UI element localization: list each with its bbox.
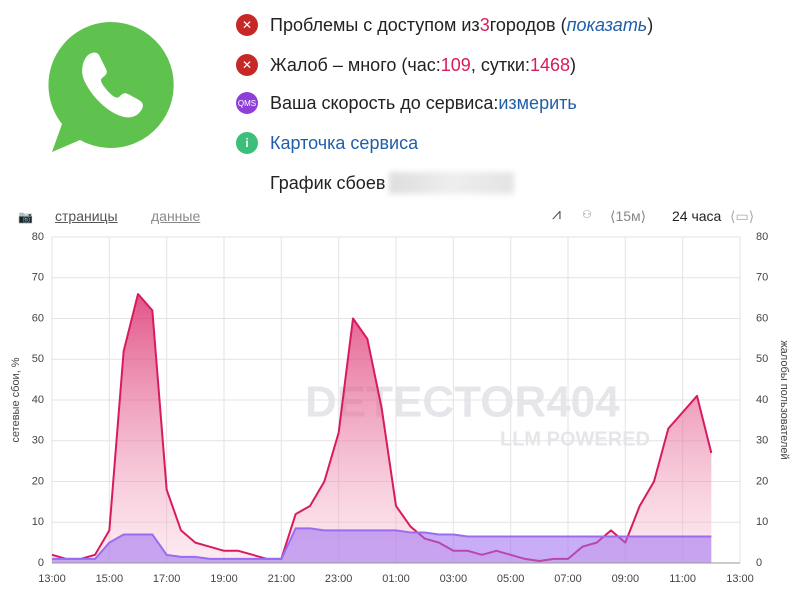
show-link[interactable]: показать xyxy=(566,14,648,35)
interval-label: 15м xyxy=(615,208,641,224)
text: Жалоб – много (час: xyxy=(270,54,441,75)
y2-tick-label: 20 xyxy=(756,475,768,487)
y-tick-label: 10 xyxy=(32,516,44,528)
text: ) xyxy=(570,54,577,75)
qms-icon: QMS xyxy=(236,92,258,114)
x-tick-label: 17:00 xyxy=(153,573,181,585)
y-tick-label: 60 xyxy=(32,312,44,324)
y-axis-label: сетевые сбои, % xyxy=(10,357,22,442)
x-tick-label: 19:00 xyxy=(210,573,238,585)
status-line: QMS Ваша скорость до сервиса: измерить xyxy=(236,92,577,114)
area-fill xyxy=(52,294,712,563)
x-tick-label: 23:00 xyxy=(325,573,353,585)
tab[interactable]: данные xyxy=(151,208,201,224)
status-line: ✕ Жалоб – много (час: 109, сутки: 1468) xyxy=(236,54,576,76)
status-line: ✕ Проблемы с доступом из 3 городов (пока… xyxy=(236,14,653,36)
user-icon[interactable]: ⚇ xyxy=(582,209,592,221)
error-icon: ✕ xyxy=(236,54,258,76)
y2-tick-label: 30 xyxy=(756,435,768,447)
y2-tick-label: 50 xyxy=(756,353,768,365)
x-tick-label: 15:00 xyxy=(96,573,124,585)
text: Ваша скорость до сервиса: xyxy=(270,92,499,113)
y2-tick-label: 80 xyxy=(756,231,768,243)
x-tick-label: 07:00 xyxy=(554,573,582,585)
y2-tick-label: 10 xyxy=(756,516,768,528)
text: Проблемы с доступом из xyxy=(270,14,480,35)
chart: DETECTOR404 LLM POWERED сетевые сбои, % … xyxy=(10,231,790,585)
text: ) xyxy=(647,14,654,35)
interval[interactable]: ⟨15м⟩ xyxy=(610,208,647,224)
x-tick-label: 11:00 xyxy=(669,573,696,585)
blurred-name xyxy=(389,172,515,194)
y-tick-label: 20 xyxy=(32,475,44,487)
y2-axis-label: жалобы пользователей xyxy=(778,340,790,459)
error-icon: ✕ xyxy=(236,14,258,36)
x-tick-label: 21:00 xyxy=(268,573,296,585)
chart-heading: График сбоев xyxy=(270,172,515,194)
camera-icon[interactable]: 📷 xyxy=(18,210,33,224)
watermark: LLM POWERED xyxy=(500,428,650,450)
service-card-link[interactable]: Карточка сервиса xyxy=(270,132,419,153)
y2-tick-label: 60 xyxy=(756,312,768,324)
y2-tick-label: 0 xyxy=(756,557,762,569)
whatsapp-logo xyxy=(48,21,174,153)
status-line: i Карточка сервиса xyxy=(236,132,418,154)
x-tick-label: 09:00 xyxy=(612,573,640,585)
y-tick-label: 30 xyxy=(32,435,44,447)
y-tick-label: 0 xyxy=(38,557,44,569)
y2-tick-label: 40 xyxy=(756,394,768,406)
y-tick-label: 40 xyxy=(32,394,44,406)
y-tick-label: 80 xyxy=(32,231,44,243)
x-tick-label: 05:00 xyxy=(497,573,525,585)
count: 3 xyxy=(479,14,490,35)
x-tick-label: 13:00 xyxy=(38,573,66,585)
text: , сутки: xyxy=(470,54,530,75)
x-tick-label: 03:00 xyxy=(440,573,468,585)
text: График сбоев xyxy=(270,172,386,193)
tab[interactable]: страницы xyxy=(55,208,118,224)
range[interactable]: 24 часа xyxy=(672,208,722,224)
info-icon: i xyxy=(236,132,258,154)
hour-count: 109 xyxy=(440,54,471,75)
text: городов ( xyxy=(489,14,567,35)
date-nav[interactable]: ⟨▭⟩ xyxy=(730,208,755,224)
y-tick-label: 70 xyxy=(32,272,44,284)
area-icon[interactable]: ⩘ xyxy=(552,206,562,223)
series-line xyxy=(52,527,712,560)
day-count: 1468 xyxy=(530,54,571,75)
x-tick-label: 13:00 xyxy=(726,573,754,585)
y-tick-label: 50 xyxy=(32,353,44,365)
measure-link[interactable]: измерить xyxy=(498,92,577,113)
x-tick-label: 01:00 xyxy=(382,573,410,585)
y2-tick-label: 70 xyxy=(756,272,768,284)
